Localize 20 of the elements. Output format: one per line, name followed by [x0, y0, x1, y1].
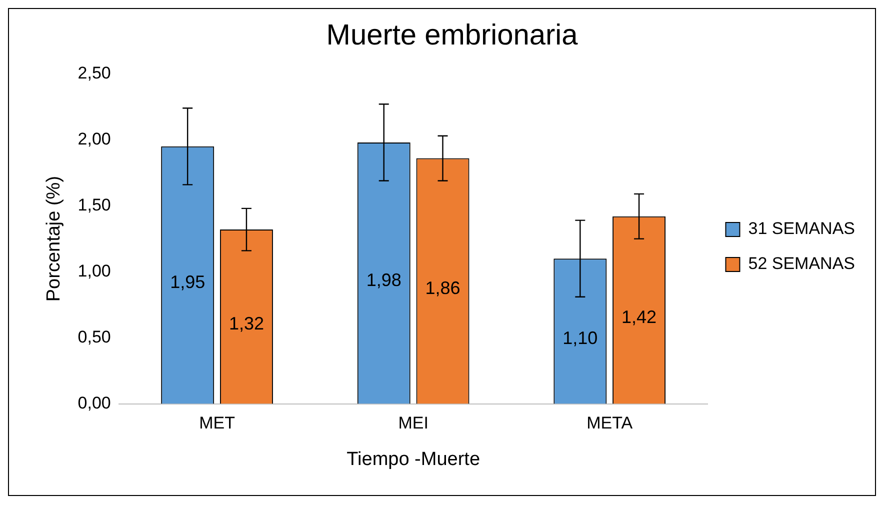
data-label: 1,10 [562, 328, 598, 348]
x-tick-label: META [586, 414, 634, 433]
x-tick-label: MEI [398, 414, 428, 433]
y-tick-label: 1,00 [78, 261, 111, 280]
data-label: 1,98 [366, 270, 402, 290]
data-label: 1,42 [622, 307, 657, 328]
y-tick-label: 2,00 [78, 129, 111, 148]
y-tick-label: 2,50 [78, 63, 111, 82]
data-label: 1,95 [170, 272, 206, 292]
x-tick-label: MET [199, 414, 235, 433]
y-tick-label: 0,50 [78, 327, 111, 346]
y-axis-title: Porcentaje (%) [44, 176, 65, 302]
chart-title: Muerte embrionaria [326, 19, 579, 52]
y-tick-label: 0,00 [78, 393, 111, 412]
x-axis-title: Tiempo -Muerte [346, 448, 480, 470]
y-tick-label: 1,50 [78, 195, 111, 214]
legend-label: 52 SEMANAS [748, 254, 855, 274]
legend-label: 31 SEMANAS [748, 219, 855, 238]
data-label: 1,32 [228, 314, 264, 334]
data-label: 1,86 [425, 278, 460, 298]
